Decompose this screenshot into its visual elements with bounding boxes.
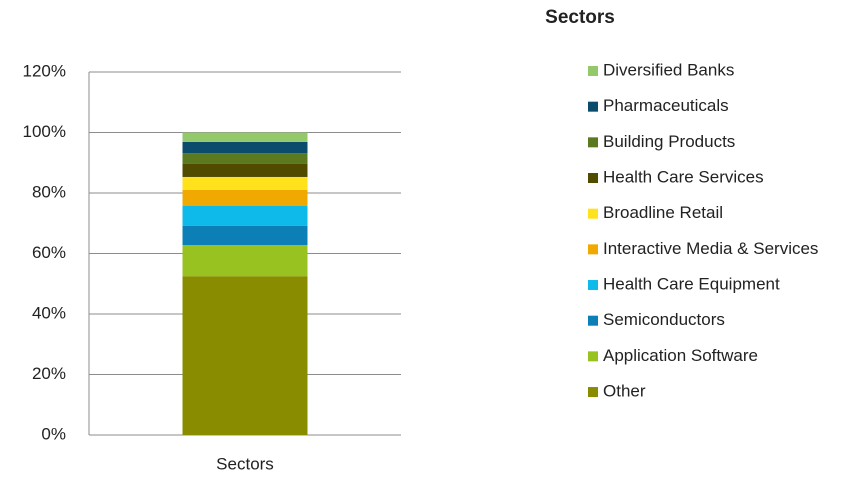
bar-segment (182, 176, 308, 190)
legend-label: Broadline Retail (603, 203, 723, 222)
legend-label: Application Software (603, 346, 758, 365)
y-tick-label: 80% (32, 182, 66, 201)
bar-segment (182, 141, 308, 154)
y-tick-label: 100% (23, 122, 66, 141)
bar-segment (182, 276, 308, 435)
y-tick-label: 120% (23, 61, 66, 80)
legend-swatch (588, 66, 598, 76)
legend-label: Semiconductors (603, 310, 725, 329)
legend-label: Diversified Banks (603, 60, 734, 79)
bar-segment (182, 225, 308, 246)
chart-title: Sectors (545, 7, 615, 28)
y-tick-label: 60% (32, 243, 66, 262)
legend-swatch (588, 173, 598, 184)
y-tick-label: 20% (32, 364, 66, 383)
bar-segment (182, 189, 308, 207)
legend-swatch (588, 280, 598, 291)
legend-swatch (588, 208, 598, 219)
x-tick-label: Sectors (216, 454, 274, 473)
legend-swatch (588, 244, 598, 255)
legend-label: Health Care Equipment (603, 275, 780, 294)
legend-swatch (588, 387, 598, 398)
legend-swatch (588, 137, 598, 148)
bar-segment (182, 153, 308, 164)
bar-segment (182, 245, 308, 277)
y-tick-label: 40% (32, 303, 66, 322)
legend-label: Pharmaceuticals (603, 96, 729, 115)
legend-swatch (588, 315, 598, 326)
legend-label: Building Products (603, 132, 735, 151)
legend-label: Other (603, 382, 646, 401)
y-tick-label: 0% (41, 424, 66, 443)
bar-segment (182, 132, 308, 142)
legend-swatch (588, 101, 598, 112)
legend-label: Interactive Media & Services (603, 239, 818, 258)
bar-segment (182, 163, 308, 177)
bar-segment (182, 206, 308, 226)
legend-swatch (588, 351, 598, 362)
legend-label: Health Care Services (603, 167, 764, 186)
